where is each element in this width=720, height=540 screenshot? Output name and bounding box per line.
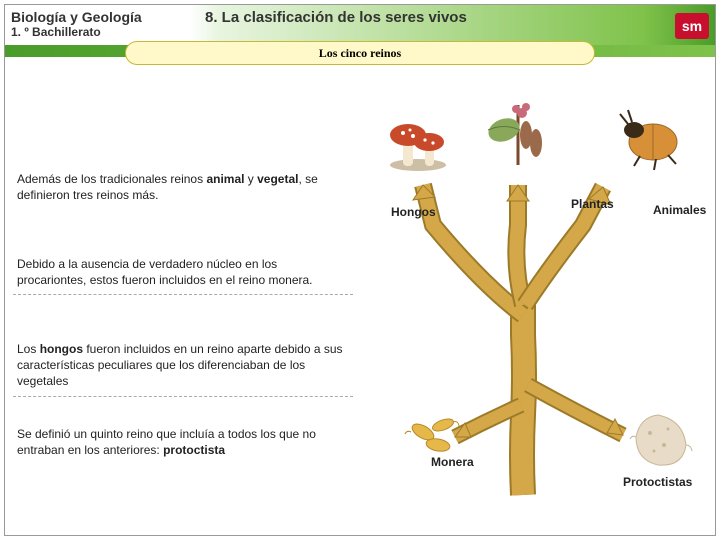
p3-pre: Los: [17, 342, 40, 356]
header-left: Biología y Geología 1. º Bachillerato: [11, 9, 191, 39]
banner-title: Los cinco reinos: [319, 46, 401, 61]
paragraph-4: Se definió un quinto reino que incluía a…: [13, 420, 353, 464]
paragraph-1: Además de los tradicionales reinos anima…: [13, 165, 353, 209]
monera-icon: [405, 417, 459, 453]
label-protoctistas: Protoctistas: [623, 475, 692, 489]
p4-bold: protoctista: [163, 443, 225, 457]
p1-mid: y: [244, 172, 257, 186]
kingdoms-diagram: Hongos Plantas Animales Monera Protoctis…: [373, 75, 713, 525]
p1-bold1: animal: [206, 172, 244, 186]
p1-bold2: vegetal: [257, 172, 298, 186]
content-area: Además de los tradicionales reinos anima…: [13, 75, 707, 527]
label-plantas: Plantas: [571, 197, 614, 211]
slide-frame: Biología y Geología 1. º Bachillerato 8.…: [4, 4, 716, 536]
paragraph-2: Debido a la ausencia de verdadero núcleo…: [13, 250, 353, 295]
label-monera: Monera: [431, 455, 474, 469]
grade-label: 1. º Bachillerato: [11, 25, 191, 39]
plantas-icon: [485, 103, 542, 165]
label-animales: Animales: [653, 203, 706, 217]
animales-icon: [620, 110, 677, 170]
p2-text: Debido a la ausencia de verdadero núcleo…: [17, 257, 313, 287]
paragraph-3: Los hongos fueron incluidos en un reino …: [13, 335, 353, 397]
section-banner: Los cinco reinos: [125, 41, 595, 65]
tree-svg: [373, 75, 713, 525]
chapter-title: 8. La clasificación de los seres vivos: [205, 9, 467, 26]
p3-bold: hongos: [40, 342, 83, 356]
publisher-logo: sm: [675, 13, 709, 39]
hongos-icon: [390, 124, 446, 171]
protoctistas-icon: [630, 415, 692, 465]
label-hongos: Hongos: [391, 205, 436, 219]
subject-label: Biología y Geología: [11, 9, 191, 25]
p1-text: Además de los tradicionales reinos: [17, 172, 206, 186]
